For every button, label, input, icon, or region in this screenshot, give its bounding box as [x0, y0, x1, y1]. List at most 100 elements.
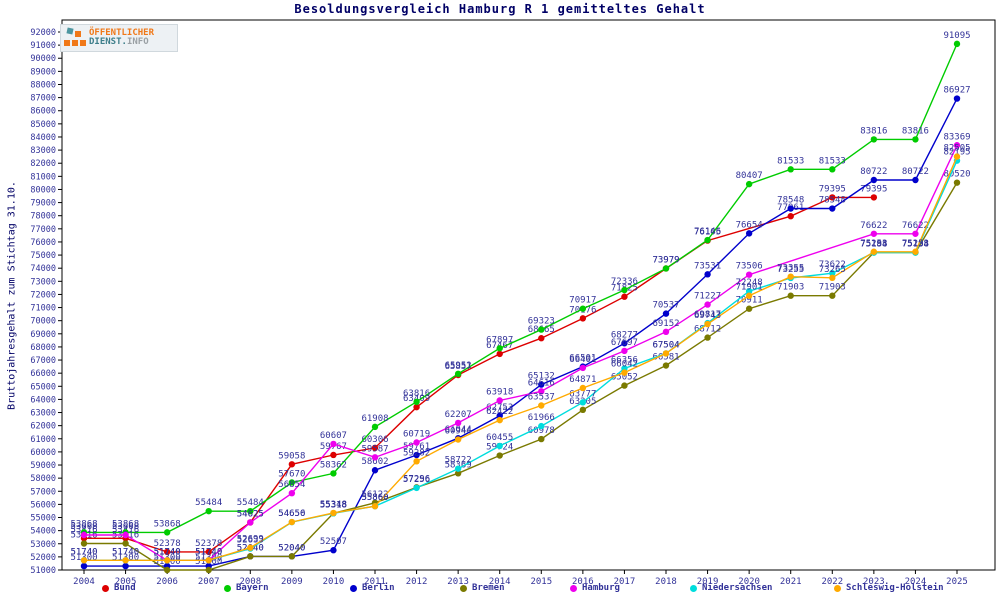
point-label-Berlin: 80722	[902, 167, 929, 177]
x-tick-label: 2019	[697, 577, 719, 587]
data-point-Bremen	[704, 334, 711, 341]
data-point-Schleswig-Holstein	[247, 544, 254, 551]
x-tick-label: 2024	[905, 577, 927, 587]
y-tick-label: 78000	[30, 212, 56, 222]
y-tick-label: 88000	[30, 80, 56, 90]
point-label-Hamburg: 51740	[154, 547, 181, 557]
point-label-Bremen: 80520	[943, 170, 970, 180]
data-point-Schleswig-Holstein	[80, 557, 88, 564]
point-label-Hamburg: 67697	[611, 338, 638, 348]
data-point-Bund	[288, 461, 296, 468]
point-label-Bund: 60306	[361, 435, 388, 445]
point-label-Bayern: 53868	[112, 519, 139, 529]
point-label-Niedersachsen: 51740	[112, 547, 139, 557]
data-point-Schleswig-Holstein	[288, 518, 296, 526]
data-point-Bayern	[870, 136, 878, 143]
data-point-Bremen	[662, 362, 670, 369]
point-label-Schleswig-Holstein: 59282	[403, 448, 430, 458]
y-tick-label: 52000	[30, 553, 56, 563]
legend-item-Niedersachsen: Niedersachsen	[690, 583, 772, 593]
legend-item-Schleswig-Holstein: Schleswig-Holstein	[834, 583, 944, 593]
point-label-Bund: 79395	[819, 184, 846, 194]
data-point-Hamburg	[662, 328, 670, 336]
x-tick-label: 2006	[156, 577, 178, 587]
series-line-Hamburg	[84, 145, 958, 561]
legend-marker-icon	[834, 584, 841, 592]
data-point-Bayern	[953, 40, 961, 48]
point-label-Hamburg: 59587	[361, 444, 388, 454]
x-tick-label: 2025	[946, 577, 968, 587]
y-tick-label: 60000	[30, 448, 56, 458]
point-label-Niedersachsen: 75188	[860, 240, 887, 250]
data-point-Berlin	[330, 547, 337, 554]
x-tick-label: 2015	[530, 577, 552, 587]
point-label-Hamburg: 66401	[569, 355, 596, 365]
data-point-Niedersachsen	[413, 484, 420, 492]
data-point-Bund	[371, 444, 379, 452]
data-point-Bayern	[538, 326, 545, 333]
data-point-Bund	[330, 451, 337, 459]
y-tick-label: 51000	[30, 566, 56, 576]
data-point-Bremen	[745, 305, 753, 312]
data-point-Bund	[787, 213, 794, 220]
legend-item-Bayern: Bayern	[224, 583, 269, 593]
x-tick-label: 2010	[323, 577, 345, 587]
point-label-Bayern: 65951	[445, 361, 472, 371]
point-label-Berlin: 52507	[320, 537, 347, 547]
point-label-Bayern: 55484	[237, 498, 264, 508]
point-label-Niedersachsen: 54650	[278, 509, 305, 519]
data-point-Niedersachsen	[538, 422, 545, 430]
data-point-Bund	[413, 403, 420, 411]
point-label-Bremen: 55318	[320, 500, 347, 510]
x-tick-label: 2014	[489, 577, 511, 587]
point-label-Bayern: 67897	[486, 335, 513, 345]
data-point-Bayern	[704, 236, 711, 244]
data-point-Schleswig-Holstein	[330, 509, 337, 517]
y-tick-label: 86000	[30, 107, 56, 117]
data-point-Bayern	[621, 286, 628, 294]
point-label-Bund: 76105	[694, 228, 721, 238]
data-point-Hamburg	[496, 397, 503, 404]
point-label-Hamburg: 53668	[112, 522, 139, 532]
point-label-Bayern: 57670	[278, 469, 305, 479]
legend-marker-icon	[690, 584, 697, 592]
point-label-Niedersachsen: 51740	[195, 547, 222, 557]
point-label-Niedersachsen: 61966	[528, 413, 555, 423]
data-point-Schleswig-Holstein	[621, 369, 628, 376]
point-label-Schleswig-Holstein: 73355	[777, 264, 804, 274]
point-label-Hamburg: 83369	[943, 132, 970, 142]
point-label-Hamburg: 76622	[860, 221, 887, 231]
data-point-Hamburg	[538, 388, 545, 395]
point-label-Bayern: 83816	[902, 126, 929, 136]
data-point-Bayern	[496, 345, 503, 352]
data-point-Berlin	[870, 176, 878, 184]
chart-legend: Bund Bayern Berlin Bremen Hamburg Niedersachs…	[62, 583, 995, 599]
data-point-Bayern	[288, 479, 296, 486]
point-label-Schleswig-Holstein: 63537	[528, 392, 555, 402]
legend-marker-icon	[224, 584, 231, 592]
data-point-Bremen	[163, 566, 171, 574]
data-point-Berlin	[122, 562, 129, 570]
data-point-Schleswig-Holstein	[454, 436, 462, 443]
data-point-Hamburg	[413, 439, 420, 446]
logo-squares-icon	[64, 27, 86, 49]
y-tick-label: 92000	[30, 28, 56, 38]
y-tick-label: 74000	[30, 264, 56, 274]
x-tick-label: 2007	[198, 577, 220, 587]
point-label-Hamburg: 71227	[694, 292, 721, 302]
y-tick-label: 58000	[30, 474, 56, 484]
data-point-Hamburg	[371, 454, 379, 461]
point-label-Bremen: 60978	[528, 426, 555, 436]
data-point-Bremen	[496, 452, 503, 459]
point-label-Schleswig-Holstein: 75253	[902, 239, 929, 249]
data-point-Bayern	[330, 470, 337, 477]
x-tick-label: 2013	[447, 577, 469, 587]
data-point-Bund	[621, 293, 628, 300]
point-label-Bayern: 80407	[736, 171, 763, 181]
point-label-Schleswig-Holstein: 69743	[694, 311, 721, 321]
data-point-Hamburg	[80, 531, 88, 539]
point-label-Bayern: 70917	[569, 296, 596, 306]
point-label-Niedersachsen: 51740	[70, 547, 97, 557]
point-label-Bremen: 65052	[611, 373, 638, 383]
point-label-Niedersachsen: 73255	[777, 265, 804, 275]
